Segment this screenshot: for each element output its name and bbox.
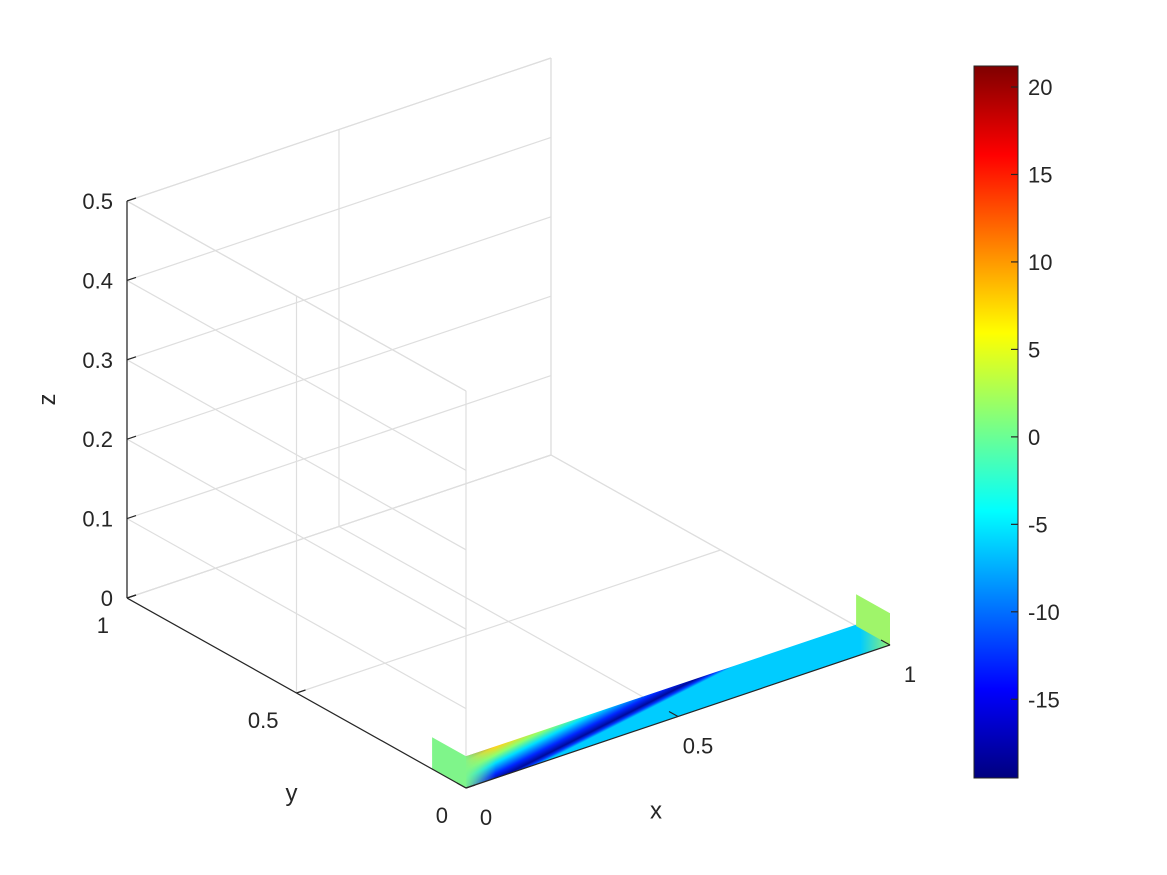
z-tick-label: 0.5 [82, 189, 113, 214]
colorbar-tick-label: 20 [1028, 75, 1052, 100]
colorbar-tick-label: 15 [1028, 162, 1052, 187]
x-tick-label: 0.5 [683, 734, 714, 759]
grid-line-z-side [126, 518, 467, 710]
z-tick [126, 594, 137, 599]
z-tick [126, 197, 137, 202]
colorbar: 20 15 10 5 0 -5 -10 -15 [973, 65, 1060, 779]
z-tick [126, 515, 137, 520]
z-axis-label: z [34, 394, 61, 406]
colorbar-tick-label: -10 [1028, 600, 1060, 625]
x-tick [456, 782, 467, 789]
grid-line-z-back [126, 295, 552, 440]
surface-end-panel [432, 737, 466, 788]
grid-line-z-back [126, 216, 552, 361]
grid-line-y-floor [296, 549, 721, 694]
colorbar-gradient [973, 65, 1019, 779]
y-tick [296, 689, 306, 694]
colorbar-tick-label: 0 [1028, 425, 1040, 450]
grid-line-z-back [126, 136, 552, 281]
z-tick-label: 0.1 [82, 507, 113, 532]
axis-labels: x y z [34, 394, 662, 825]
colorbar-tick-label: -15 [1028, 687, 1060, 712]
surface-end-panel [856, 594, 890, 645]
z-tick-label: 0.4 [82, 268, 113, 293]
x-axis-label: x [650, 798, 662, 825]
x-tick [880, 639, 891, 646]
colorbar-tick-label: -5 [1028, 512, 1048, 537]
z-tick [126, 356, 137, 361]
colorbar-tick-label: 5 [1028, 337, 1040, 362]
y-tick [465, 784, 476, 789]
grid-line-z-side [126, 200, 467, 392]
z-tick-label: 0 [101, 586, 113, 611]
surface-front-edge-right [466, 613, 890, 788]
grid-line-z-back [126, 375, 552, 520]
grid-line-z-side [126, 438, 467, 630]
y-tick-label: 1 [97, 613, 109, 638]
surface-layer [432, 594, 890, 788]
x-tick-label: 0 [480, 805, 492, 830]
colorbar-tick-label: 10 [1028, 250, 1052, 275]
grid-line-z-side [126, 359, 467, 551]
z-tick [126, 435, 137, 440]
y-tick-label: 0.5 [248, 708, 279, 733]
z-tick [126, 276, 137, 281]
grid-line-z-back [126, 454, 552, 599]
y-tick-label: 0 [436, 803, 448, 828]
x-tick-label: 1 [904, 662, 916, 687]
y-axis-label: y [286, 780, 298, 807]
grid-line-z-back [126, 57, 552, 202]
z-tick-label: 0.3 [82, 348, 113, 373]
z-tick-label: 0.2 [82, 427, 113, 452]
grid-line-z-side [126, 279, 467, 471]
x-tick [668, 710, 679, 718]
